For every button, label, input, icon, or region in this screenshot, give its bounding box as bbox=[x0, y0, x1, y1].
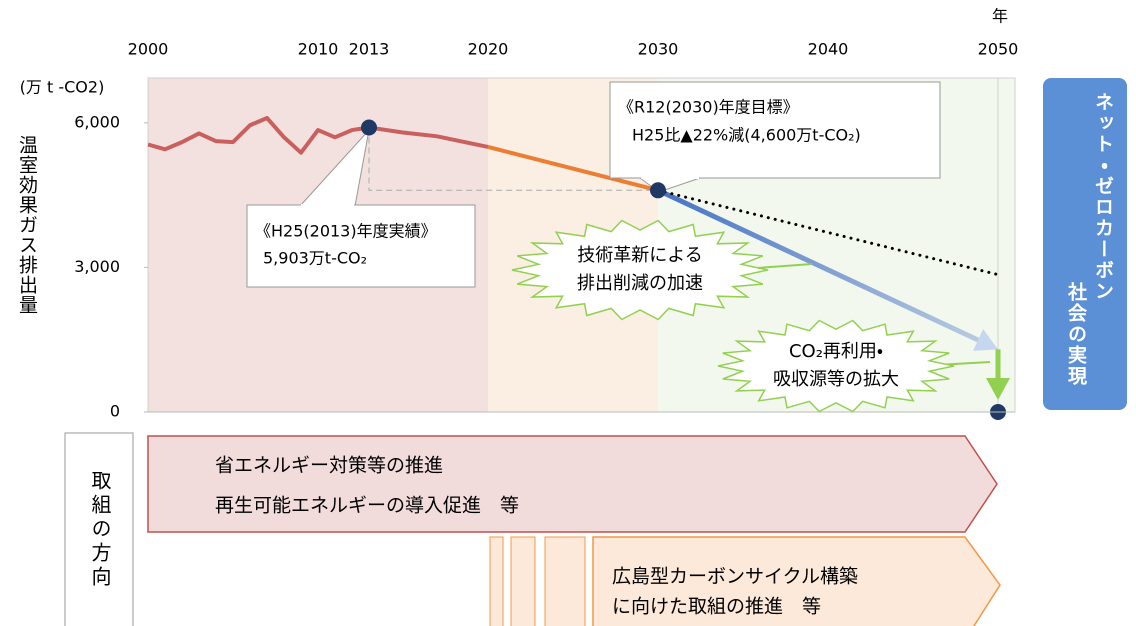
callout-text: H25比▲22%減(4,600万t-CO₂) bbox=[632, 126, 861, 145]
heading-box bbox=[64, 432, 134, 626]
y-tick-label: 3,000 bbox=[74, 257, 120, 276]
burst bbox=[511, 219, 769, 321]
measure-stripe bbox=[544, 536, 586, 626]
heading-text: 取組の方向 bbox=[88, 470, 112, 590]
measure-text: 広島型カーボンサイクル構築 bbox=[612, 566, 858, 588]
y-tick-label: 0 bbox=[110, 402, 120, 421]
x-tick-label: 2050 bbox=[978, 40, 1019, 59]
measure-stripe bbox=[510, 536, 536, 626]
callout-text: 《H25(2013)年度実績》 bbox=[255, 222, 437, 241]
goal-text: ネット・ゼロカーボン bbox=[1092, 92, 1114, 302]
guide-line bbox=[368, 127, 658, 191]
y-tick-label: 6,000 bbox=[74, 112, 120, 131]
measure-arrow bbox=[592, 536, 1001, 626]
series-line bbox=[487, 144, 659, 193]
callout-box bbox=[609, 81, 941, 179]
measure-arrow bbox=[147, 435, 998, 533]
goal-box bbox=[1043, 78, 1127, 410]
x-tick-label: 2040 bbox=[808, 40, 849, 59]
measure-text: 省エネルギー対策等の推進 bbox=[215, 455, 443, 477]
burst-text: 技術革新による bbox=[577, 245, 702, 266]
callout-text: 《R12(2030)年度目標》 bbox=[618, 98, 799, 117]
callout-box bbox=[246, 204, 476, 288]
burst-text: 排出削減の加速 bbox=[577, 273, 703, 294]
burst-text: 吸収源等の拡大 bbox=[773, 369, 899, 390]
arrow-head bbox=[986, 377, 1010, 400]
measure-stripe bbox=[489, 536, 504, 626]
callout-text: 5,903万t-CO₂ bbox=[263, 249, 367, 268]
series-line bbox=[656, 188, 984, 345]
measure-text: に向けた取組の推進 等 bbox=[612, 596, 821, 618]
data-point bbox=[361, 119, 377, 136]
x-tick-label: 2000 bbox=[128, 40, 169, 59]
x-tick-label: 2013 bbox=[349, 40, 390, 59]
series-line bbox=[147, 116, 489, 155]
data-point bbox=[650, 182, 666, 199]
x-tick-label: 2030 bbox=[638, 40, 679, 59]
x-unit: 年 bbox=[992, 7, 1008, 26]
y-axis-title: 温室効果ガス排出量 bbox=[16, 135, 38, 315]
x-tick-label: 2010 bbox=[298, 40, 339, 59]
goal-text: 社会の実現 bbox=[1065, 282, 1087, 387]
burst bbox=[717, 319, 955, 413]
burst-text: CO₂再利用・ bbox=[789, 341, 883, 362]
x-tick-label: 2020 bbox=[468, 40, 509, 59]
series-line bbox=[656, 188, 1000, 277]
measure-text: 再生可能エネルギーの導入促進 等 bbox=[215, 495, 519, 517]
y-unit: (万 t -CO2) bbox=[20, 78, 105, 97]
arrow-head bbox=[972, 329, 998, 351]
